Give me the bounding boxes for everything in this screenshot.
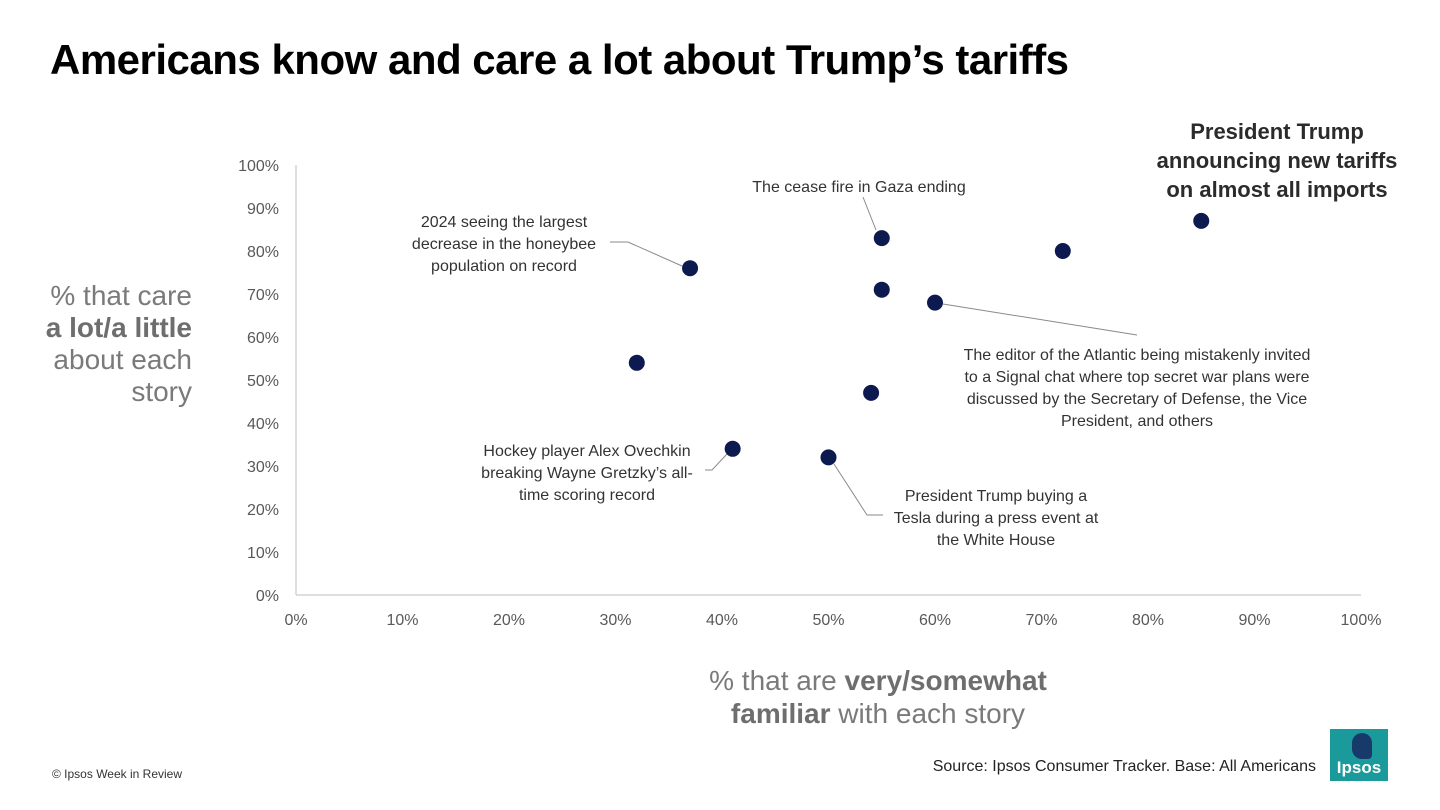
y-tick-label: 50% xyxy=(247,373,279,390)
point-label: population on record xyxy=(431,258,577,275)
point-label: 2024 seeing the largest xyxy=(421,214,588,231)
copyright-note: © Ipsos Week in Review xyxy=(52,767,183,781)
point-label: decrease in the honeybee xyxy=(412,236,596,253)
data-point xyxy=(1193,212,1210,229)
leader-line xyxy=(862,196,877,231)
y-tick-label: 40% xyxy=(247,416,279,433)
leader-line xyxy=(833,463,883,516)
point-label: announcing new tariffs xyxy=(1157,148,1398,173)
y-tick-label: 10% xyxy=(247,545,279,562)
point-label: The editor of the Atlantic being mistake… xyxy=(964,347,1311,364)
y-tick-label: 0% xyxy=(256,588,279,605)
point-label: time scoring record xyxy=(519,487,655,504)
point-label: President Trump buying a xyxy=(905,488,1087,505)
point-label: on almost all imports xyxy=(1166,177,1387,202)
logo-text: Ipsos xyxy=(1336,758,1382,777)
y-tick-label: 20% xyxy=(247,502,279,519)
point-label: discussed by the Secretary of Defense, t… xyxy=(967,391,1307,408)
leader-line xyxy=(610,241,683,267)
point-label: President, and others xyxy=(1061,413,1213,430)
leader-line xyxy=(705,453,728,471)
point-label: to a Signal chat where top secret war pl… xyxy=(964,369,1309,386)
y-axis-title-part: about each xyxy=(53,344,192,375)
y-tick-label: 30% xyxy=(247,459,279,476)
data-point xyxy=(863,384,880,401)
x-tick-label: 90% xyxy=(1238,612,1270,629)
x-axis-title-emphasis: very/somewhat xyxy=(844,665,1047,696)
y-axis-title-part: % that care xyxy=(50,280,192,311)
x-tick-label: 40% xyxy=(706,612,738,629)
data-point xyxy=(628,354,645,371)
point-label: breaking Wayne Gretzky’s all- xyxy=(481,465,693,482)
x-tick-label: 30% xyxy=(599,612,631,629)
x-tick-label: 100% xyxy=(1341,612,1382,629)
source-note: Source: Ipsos Consumer Tracker. Base: Al… xyxy=(932,758,1316,775)
x-axis-title: % that are very/somewhat familiar with e… xyxy=(628,664,1128,730)
chart-title: Americans know and care a lot about Trum… xyxy=(50,36,1069,83)
y-axis-title-emphasis: a lot/a little xyxy=(45,312,192,343)
data-point xyxy=(927,294,943,311)
y-tick-label: 100% xyxy=(238,158,279,175)
data-point xyxy=(1054,243,1071,259)
y-tick-label: 60% xyxy=(247,330,279,347)
point-label: Tesla during a press event at xyxy=(894,510,1099,527)
x-axis-title-part: % that are xyxy=(709,665,845,696)
data-point xyxy=(682,260,699,277)
data-point xyxy=(873,281,890,298)
ipsos-logo: Ipsos xyxy=(1330,729,1388,781)
data-point xyxy=(820,449,837,466)
y-axis-title-part: story xyxy=(131,376,192,407)
point-label: President Trump xyxy=(1190,119,1364,144)
y-tick-label: 80% xyxy=(247,244,279,261)
data-point xyxy=(873,230,890,247)
x-axis-title-emphasis: familiar xyxy=(730,698,831,729)
y-axis-title: % that care a lot/a little about each st… xyxy=(20,280,192,408)
y-tick-label: 70% xyxy=(247,287,279,304)
x-tick-label: 70% xyxy=(1025,612,1057,629)
point-label: The cease fire in Gaza ending xyxy=(752,179,965,196)
y-tick-label: 90% xyxy=(247,201,279,218)
x-tick-label: 0% xyxy=(284,612,307,629)
x-tick-label: 60% xyxy=(919,612,951,629)
x-tick-label: 20% xyxy=(493,612,525,629)
x-axis-title-part: with each story xyxy=(830,698,1026,729)
data-point xyxy=(724,440,741,457)
point-label: the White House xyxy=(937,532,1055,549)
x-tick-label: 50% xyxy=(812,612,844,629)
leader-line xyxy=(942,303,1138,336)
x-tick-label: 10% xyxy=(386,612,418,629)
logo-mark-icon xyxy=(1352,733,1372,759)
point-label: Hockey player Alex Ovechkin xyxy=(483,443,690,460)
x-tick-label: 80% xyxy=(1132,612,1164,629)
